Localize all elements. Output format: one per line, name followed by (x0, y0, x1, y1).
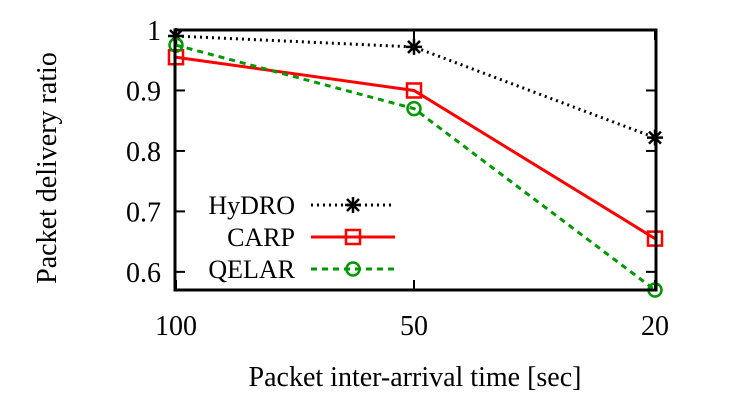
legend-marker-qelar (345, 261, 361, 277)
y-tick-label: 0.7 (126, 197, 161, 228)
data-point-hydro (406, 38, 422, 55)
y-tick-labels: 0.6 0.7 0.8 0.9 1 (126, 16, 161, 289)
x-axis-title: Packet inter-arrival time [sec] (249, 362, 582, 393)
series-line-carp (175, 55, 656, 240)
x-tick-labels: 100 50 20 (155, 311, 669, 342)
series-line-qelar (175, 43, 656, 292)
x-tick-label: 50 (400, 311, 428, 342)
series-line-hydro (175, 34, 656, 140)
series-lines (175, 34, 656, 292)
legend-label-qelar: QELAR (208, 255, 295, 284)
y-tick-label: 0.9 (126, 76, 161, 107)
plot-frame (173, 28, 658, 292)
x-tick-label: 20 (641, 311, 669, 342)
legend-marker-hydro (345, 197, 361, 213)
legend-label-carp: CARP (227, 223, 295, 252)
legend-label-hydro: HyDRO (208, 191, 295, 220)
y-tick-label: 0.6 (126, 258, 161, 289)
y-tick-label: 1 (147, 16, 161, 47)
y-tick-label: 0.8 (126, 137, 161, 168)
x-tick-label: 100 (155, 311, 197, 342)
y-axis-title: Packet delivery ratio (32, 52, 63, 284)
legend: HyDRO CARP QELAR (208, 191, 395, 284)
data-point-carp (405, 82, 423, 99)
data-point-qelar (406, 100, 422, 117)
legend-marker-carp (344, 228, 362, 246)
